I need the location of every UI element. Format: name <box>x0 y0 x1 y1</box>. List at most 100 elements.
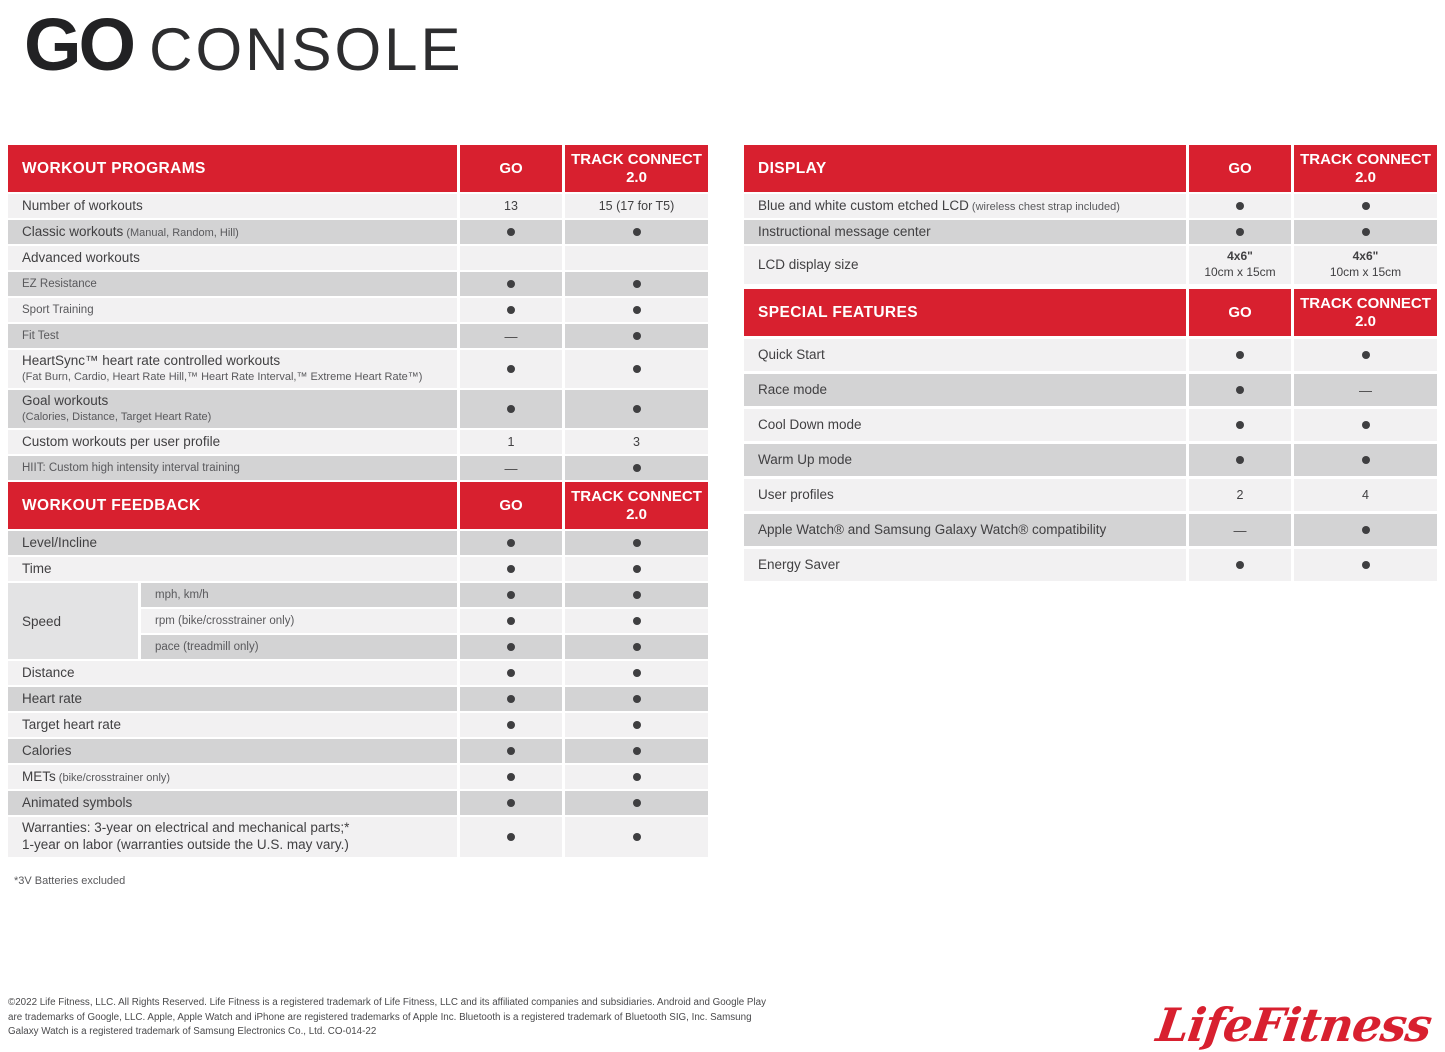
table-row: LCD display size 4x6" 10cm x 15cm 4x6" 10cm … <box>744 246 1437 284</box>
feature-label: Race mode <box>758 381 828 397</box>
feature-label: Sport Training <box>22 303 94 316</box>
value-line2: 10cm x 15cm <box>1329 265 1402 279</box>
go-value-cell <box>1186 549 1291 581</box>
track-value-cell <box>562 456 708 480</box>
feature-label: Blue and white custom etched LCD (wirele… <box>758 197 1120 213</box>
feature-label: Warm Up mode <box>758 451 853 467</box>
go-value-cell <box>457 609 562 633</box>
feature-label-cell: Custom workouts per user profile <box>8 430 457 454</box>
track-value-cell: 4x6" 10cm x 15cm <box>1291 246 1437 284</box>
feature-label: Apple Watch® and Samsung Galaxy Watch® c… <box>758 521 1107 537</box>
track-value-cell <box>562 557 708 581</box>
table-row: Time <box>8 557 708 581</box>
go-value-cell <box>457 583 562 607</box>
included-dot-icon <box>507 747 515 755</box>
go-value-cell: — <box>457 324 562 348</box>
table-title: DISPLAY <box>758 159 827 177</box>
page-title-go: GO <box>24 3 136 86</box>
track-value-cell <box>1291 549 1437 581</box>
feature-note-below: (Fat Burn, Cardio, Heart Rate Hill,™ Hea… <box>22 371 423 384</box>
table-row: Warm Up mode <box>744 444 1437 476</box>
included-dot-icon <box>507 721 515 729</box>
feature-label: Classic workouts (Manual, Random, Hill) <box>22 223 239 239</box>
table-row: Race mode — <box>744 374 1437 406</box>
included-dot-icon <box>632 591 641 599</box>
table-row: User profiles 2 4 <box>744 479 1437 511</box>
column-header-track: TRACK CONNECT 2.0 <box>562 145 708 192</box>
table-row: Animated symbols <box>8 791 708 815</box>
feature-label: Number of workouts <box>22 197 143 213</box>
table-row: Sport Training <box>8 298 708 322</box>
not-included-dash-icon: — <box>1359 382 1372 398</box>
column-header-go: GO <box>1186 289 1291 336</box>
go-value-cell <box>457 350 562 388</box>
included-dot-icon <box>632 306 641 314</box>
feature-label: Quick Start <box>758 346 825 362</box>
table-row: METs (bike/crosstrainer only) <box>8 765 708 789</box>
included-dot-icon <box>1361 561 1370 569</box>
feature-label-line2: 1-year on labor (warranties outside the … <box>22 836 349 852</box>
included-dot-icon <box>1236 386 1244 394</box>
page-title-console: CONSOLE <box>149 16 464 83</box>
special-features-table: SPECIAL FEATURES GO TRACK CONNECT 2.0 Quick… <box>744 289 1437 581</box>
feature-label-cell: Apple Watch® and Samsung Galaxy Watch® c… <box>744 514 1186 546</box>
not-included-dash-icon: — <box>504 460 518 476</box>
feature-label-cell: Blue and white custom etched LCD (wirele… <box>744 194 1186 218</box>
value-line1: 4x6" <box>1227 249 1253 264</box>
group-subrows: mph, km/h rpm (bike/crosstrainer only) pac… <box>138 583 708 659</box>
feature-label-cell: Target heart rate <box>8 713 457 737</box>
feature-label-cell: Warranties: 3-year on electrical and mec… <box>8 817 457 857</box>
feature-label-cell: Number of workouts <box>8 194 457 218</box>
feature-label-cell: Instructional message center <box>744 220 1186 244</box>
feature-label-cell: rpm (bike/crosstrainer only) <box>138 609 457 633</box>
column-header-go: GO <box>457 145 562 192</box>
included-dot-icon <box>632 365 641 373</box>
go-value-cell <box>457 635 562 659</box>
go-value-cell: — <box>1186 514 1291 546</box>
included-dot-icon <box>632 747 641 755</box>
not-included-dash-icon: — <box>504 328 518 344</box>
included-dot-icon <box>507 773 515 781</box>
go-value-cell <box>457 272 562 296</box>
column-header-go: GO <box>1186 145 1291 192</box>
value-two-line: 4x6" 10cm x 15cm <box>1330 249 1401 280</box>
track-value-cell <box>562 324 708 348</box>
feature-label: HIIT: Custom high intensity interval tra… <box>22 461 240 474</box>
feature-label-cell: Warm Up mode <box>744 444 1186 476</box>
table-row: Cool Down mode <box>744 409 1437 441</box>
right-column: DISPLAY GO TRACK CONNECT 2.0 Blue and white… <box>744 145 1437 581</box>
table-title: WORKOUT FEEDBACK <box>22 496 201 514</box>
go-value-cell: 13 <box>457 194 562 218</box>
go-value-cell <box>1186 444 1291 476</box>
feature-label-cell: Animated symbols <box>8 791 457 815</box>
table-title: WORKOUT PROGRAMS <box>22 159 206 177</box>
table-row: EZ Resistance <box>8 272 708 296</box>
included-dot-icon <box>507 669 515 677</box>
table-row: Quick Start <box>744 339 1437 371</box>
go-value-cell <box>457 687 562 711</box>
go-value-cell <box>1186 339 1291 371</box>
feature-label: pace (treadmill only) <box>155 640 259 653</box>
feature-label: Cool Down mode <box>758 416 862 432</box>
feature-label-cell: Heart rate <box>8 687 457 711</box>
table-row: Custom workouts per user profile 1 3 <box>8 430 708 454</box>
feature-label-cell: Distance <box>8 661 457 685</box>
group-label: Speed <box>8 583 138 659</box>
table-row: Distance <box>8 661 708 685</box>
table-columns: WORKOUT PROGRAMS GO TRACK CONNECT 2.0 Numbe… <box>8 145 1437 887</box>
feature-label: Distance <box>22 664 75 680</box>
included-dot-icon <box>632 773 641 781</box>
value-text: 13 <box>504 199 518 213</box>
value-line2: 10cm x 15cm <box>1204 265 1276 279</box>
included-dot-icon <box>632 617 641 625</box>
go-value-cell <box>457 661 562 685</box>
table-row: Warranties: 3-year on electrical and mec… <box>8 817 708 857</box>
included-dot-icon <box>507 539 515 547</box>
feature-label-cell: Quick Start <box>744 339 1186 371</box>
table-row: mph, km/h <box>138 583 708 607</box>
feature-label-cell: Calories <box>8 739 457 763</box>
feature-label-cell: mph, km/h <box>138 583 457 607</box>
value-text: 1 <box>507 435 515 449</box>
feature-label-cell: Energy Saver <box>744 549 1186 581</box>
